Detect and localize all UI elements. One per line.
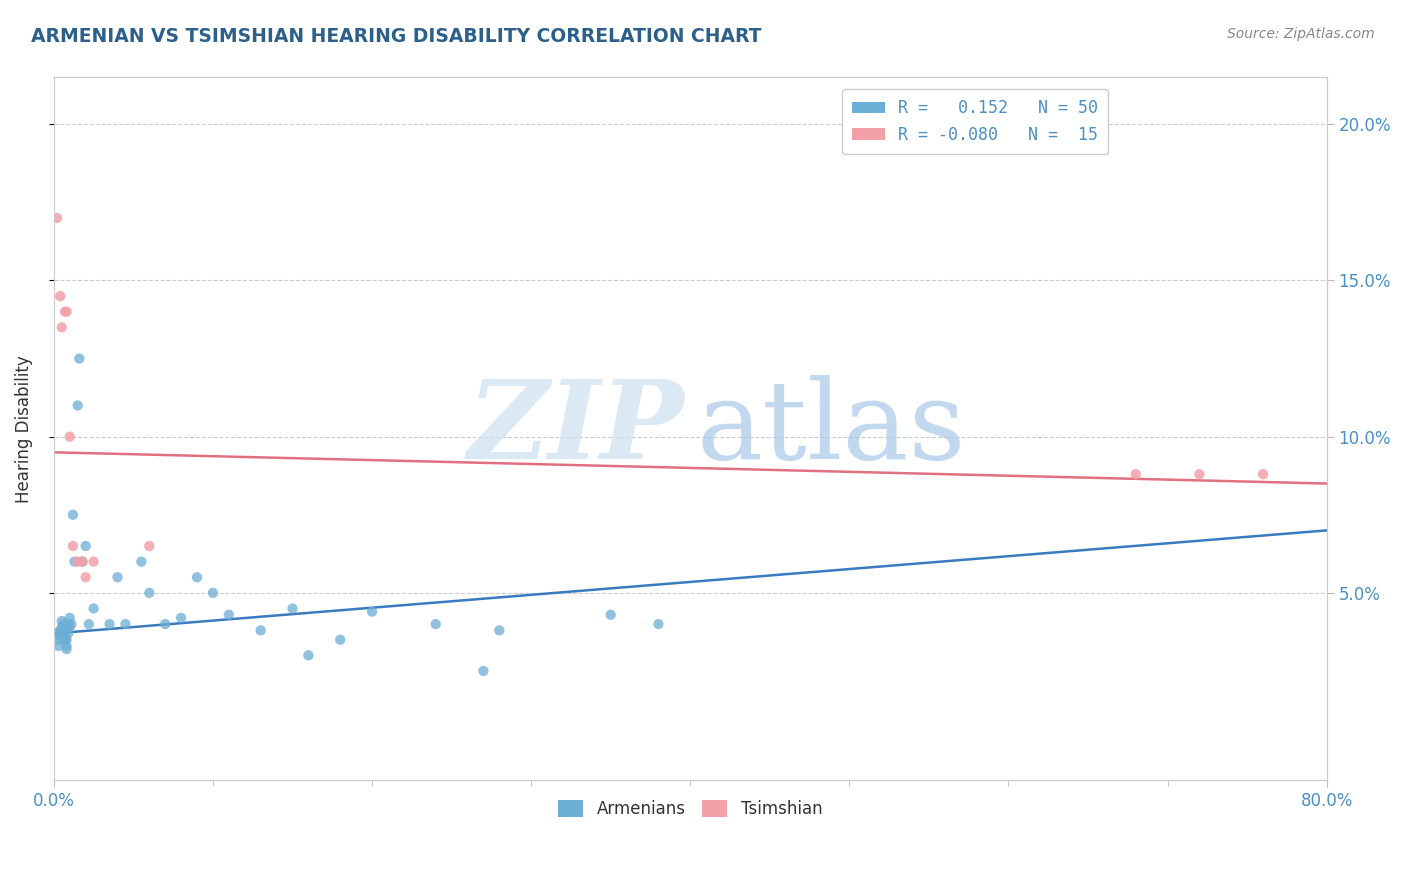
Point [472,664,495,678]
Point [107,570,129,584]
Legend: Armenians, Tsimshian: Armenians, Tsimshian [551,793,830,825]
Point [72,555,94,569]
Point [218,607,240,622]
Point [138,586,160,600]
Point [361,605,384,619]
Text: ZIP: ZIP [467,376,683,483]
Point [56,626,79,640]
Point [49,624,72,638]
Point [114,617,136,632]
Y-axis label: Hearing Disability: Hearing Disability [15,355,32,503]
Point [52,626,75,640]
Point [49,630,72,644]
Point [59,611,82,625]
Point [138,539,160,553]
Point [66,555,89,569]
Point [46,211,69,225]
Point [59,430,82,444]
Point [201,586,224,600]
Point [186,570,208,584]
Point [425,617,447,632]
Point [46,626,69,640]
Text: ARMENIAN VS TSIMSHIAN HEARING DISABILITY CORRELATION CHART: ARMENIAN VS TSIMSHIAN HEARING DISABILITY… [31,27,762,45]
Point [1251,467,1274,482]
Point [599,607,621,622]
Point [55,632,77,647]
Point [53,304,76,318]
Point [329,632,352,647]
Point [62,508,84,522]
Point [52,617,75,632]
Point [75,539,97,553]
Point [131,555,153,569]
Point [53,624,76,638]
Point [55,639,77,653]
Point [52,624,75,638]
Point [170,611,193,625]
Point [67,351,90,366]
Point [647,617,669,632]
Point [72,555,94,569]
Point [281,601,304,615]
Point [62,539,84,553]
Point [48,632,70,647]
Text: atlas: atlas [696,376,966,483]
Point [297,648,319,663]
Point [51,320,73,334]
Point [155,617,177,632]
Point [75,570,97,584]
Point [1188,467,1211,482]
Point [59,620,82,634]
Point [56,617,79,632]
Point [60,617,83,632]
Point [53,632,76,647]
Point [63,555,86,569]
Point [55,642,77,657]
Point [488,624,510,638]
Point [77,617,100,632]
Point [51,614,73,628]
Point [55,304,77,318]
Point [51,620,73,634]
Point [1125,467,1147,482]
Point [51,624,73,638]
Point [83,555,105,569]
Point [49,289,72,303]
Point [66,399,89,413]
Point [249,624,271,638]
Point [98,617,121,632]
Point [53,630,76,644]
Point [48,639,70,653]
Text: Source: ZipAtlas.com: Source: ZipAtlas.com [1227,27,1375,41]
Point [83,601,105,615]
